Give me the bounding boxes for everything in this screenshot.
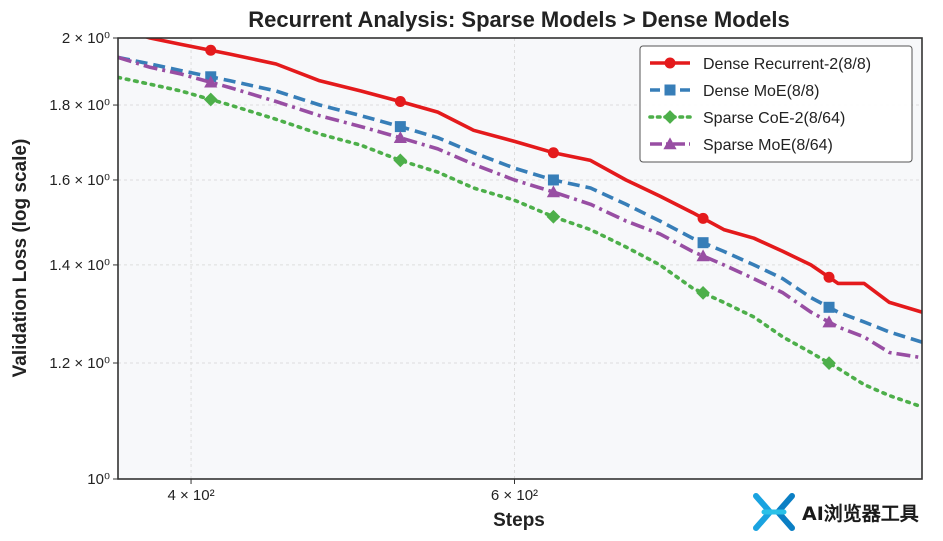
series-0: [143, 38, 922, 314]
series-marker: [696, 286, 710, 300]
series-marker: [546, 185, 561, 198]
series-layer: [118, 38, 922, 409]
legend-marker: [663, 137, 677, 150]
y-tick-label: 1.4 × 10⁰: [49, 257, 110, 274]
grid: [118, 38, 922, 479]
y-tick-label: 1.6 × 10⁰: [49, 172, 110, 189]
series-marker: [823, 271, 835, 283]
x-logo-icon: [753, 493, 795, 531]
series-marker: [394, 121, 406, 133]
legend-label: Sparse MoE(8/64): [703, 137, 833, 154]
x-tick-label: 4 × 10²: [167, 487, 214, 504]
series-marker: [393, 131, 407, 143]
y-tick-label: 2 × 10⁰: [62, 30, 110, 47]
ticks: 10⁰ 1.2 × 10⁰ 1.4 × 10⁰ 1.6 × 10⁰ 1.8 × 10⁰ 2…: [49, 30, 538, 504]
series-marker: [547, 174, 559, 186]
series-marker: [204, 75, 218, 88]
series-line: [118, 55, 922, 360]
series-marker: [822, 315, 836, 328]
y-tick-label: 10⁰: [87, 471, 110, 488]
watermark-text: AI浏览器工具: [802, 502, 919, 525]
series-marker: [394, 96, 406, 108]
series-2: [118, 75, 922, 409]
series-marker: [546, 209, 561, 224]
plot-frame: [117, 37, 923, 480]
y-tick-label: 1.2 × 10⁰: [49, 355, 110, 372]
legend-label: Dense Recurrent-2(8/8): [703, 56, 871, 73]
y-tick-label: 1.8 × 10⁰: [49, 97, 110, 114]
series-marker: [696, 249, 710, 262]
x-tick-label: 6 × 10²: [491, 487, 538, 504]
series-marker: [205, 44, 217, 56]
legend-marker: [663, 110, 677, 124]
series-marker: [203, 92, 218, 107]
series-marker: [697, 237, 709, 249]
series-marker: [822, 356, 836, 370]
y-axis-label: Validation Loss (log scale): [10, 139, 31, 378]
x-axis-label: Steps: [493, 510, 545, 531]
series-marker: [697, 212, 709, 224]
legend-box: [639, 45, 913, 163]
legend-label: Dense MoE(8/8): [703, 83, 820, 100]
legend: Dense Recurrent-2(8/8) Dense MoE(8/8) Spar…: [639, 45, 913, 163]
legend-marker: [664, 57, 676, 69]
series-marker: [547, 147, 559, 159]
series-line: [143, 38, 922, 314]
series-marker: [393, 153, 408, 168]
legend-marker: [664, 84, 676, 96]
series-line: [118, 75, 922, 409]
chart-title: Recurrent Analysis: Sparse Models > Dens…: [248, 7, 789, 32]
series-line: [118, 55, 922, 344]
watermark: AI浏览器工具: [752, 492, 919, 532]
series-marker: [823, 301, 835, 313]
series-3: [118, 55, 922, 360]
legend-label: Sparse CoE-2(8/64): [703, 110, 845, 127]
